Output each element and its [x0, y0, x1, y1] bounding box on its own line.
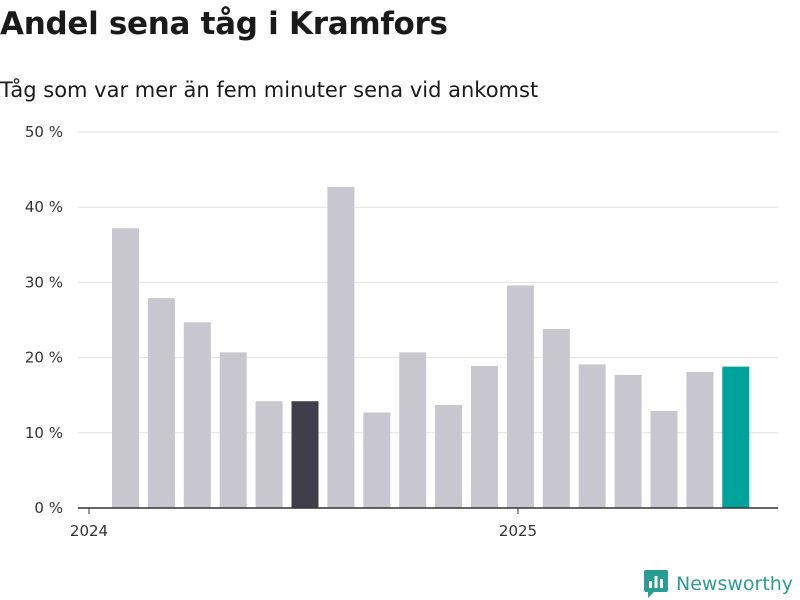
bar	[471, 365, 498, 508]
y-tick-label: 0 %	[34, 499, 63, 517]
bars	[112, 186, 750, 509]
x-tick-label: 2024	[70, 522, 108, 540]
bar	[578, 364, 606, 508]
bar-chart: 0 % 10 % 20 % 30 % 40 % 50 % 2024 2025	[25, 123, 778, 540]
chart-subtitle: Tåg som var mer än fem minuter sena vid …	[0, 78, 539, 102]
y-tick-label: 40 %	[25, 198, 63, 216]
bar	[542, 329, 570, 508]
bar	[363, 412, 391, 508]
axes: 0 % 10 % 20 % 30 % 40 % 50 % 2024 2025	[25, 123, 778, 540]
bar	[291, 401, 319, 508]
bar	[147, 298, 175, 508]
bar	[614, 374, 642, 508]
bar	[399, 352, 427, 508]
bar	[686, 371, 714, 508]
brand-name: Newsworthy	[676, 573, 794, 595]
x-tick-label: 2025	[499, 522, 537, 540]
bar	[112, 228, 139, 509]
bar-chart-speech-bubble-icon	[644, 570, 668, 598]
y-tick-label: 50 %	[25, 123, 63, 141]
bar	[506, 285, 534, 508]
bar	[327, 186, 355, 508]
bar	[255, 401, 283, 508]
chart-title: Andel sena tåg i Kramfors	[0, 6, 448, 42]
gridlines	[78, 131, 778, 434]
newsworthy-logo: Newsworthy	[644, 570, 793, 598]
bar	[435, 404, 463, 508]
bar	[650, 410, 678, 508]
y-tick-label: 30 %	[25, 273, 63, 291]
y-tick-label: 20 %	[25, 349, 63, 367]
y-tick-label: 10 %	[25, 424, 63, 442]
bar	[722, 366, 750, 508]
bar	[183, 322, 211, 508]
bar	[219, 352, 247, 508]
